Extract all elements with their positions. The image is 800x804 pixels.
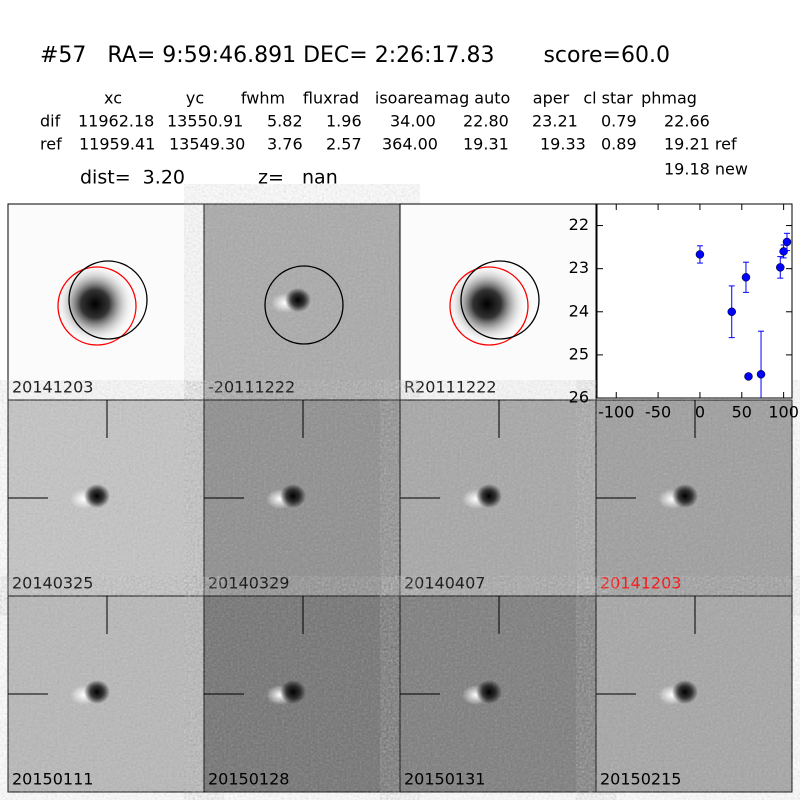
- y-tick-label: 22: [569, 215, 589, 234]
- panel-label: R20111222: [404, 378, 497, 397]
- cell: 22.80: [463, 112, 509, 131]
- black-circle: [264, 265, 344, 345]
- x-tick-label: -100: [598, 403, 634, 422]
- point: [695, 250, 705, 259]
- cell: 19.31: [463, 135, 509, 154]
- column-header: aper: [533, 89, 570, 108]
- black-circle: [460, 260, 540, 340]
- residual-negative: [285, 288, 311, 312]
- row-label: dif: [40, 112, 61, 131]
- point: [776, 263, 785, 272]
- cell: 19.21 ref: [664, 135, 737, 154]
- dist: dist= 3.20: [80, 167, 185, 189]
- residual-negative: [280, 484, 306, 508]
- panel-label: 20140407: [404, 574, 485, 593]
- residual-negative: [280, 680, 306, 704]
- point: [782, 237, 792, 247]
- residual-negative: [672, 680, 698, 704]
- cell: 11962.18: [78, 112, 154, 131]
- y-tick-label: 25: [569, 344, 589, 363]
- cell: 2.57: [326, 135, 362, 154]
- cell: 13550.91: [167, 112, 243, 131]
- panel-label: -20111222: [208, 378, 295, 397]
- point: [744, 372, 753, 381]
- cell: 13549.30: [169, 135, 245, 154]
- cell: 0.79: [601, 112, 637, 131]
- cell: 22.66: [664, 112, 710, 131]
- column-header: fluxrad: [303, 89, 359, 108]
- panel-label: 20141203: [12, 378, 93, 397]
- x-tick-label: -50: [645, 403, 671, 422]
- point: [756, 370, 766, 379]
- point: [779, 247, 788, 256]
- source: [55, 264, 135, 344]
- point: [741, 273, 751, 282]
- x-tick-label: 100: [768, 403, 799, 422]
- residual-negative: [672, 484, 698, 508]
- x-tick-label: 0: [695, 403, 705, 422]
- residual-negative: [84, 484, 110, 508]
- extra-value: 19.18 new: [664, 160, 748, 179]
- y-tick-label: 24: [569, 301, 589, 320]
- residual-negative: [476, 680, 502, 704]
- panel-label: 20140325: [12, 574, 93, 593]
- panel-label: 20140329: [208, 574, 289, 593]
- row-label: ref: [40, 135, 62, 154]
- panel-label: 20150131: [404, 770, 485, 789]
- cell: 19.33: [540, 135, 586, 154]
- source: [447, 264, 527, 344]
- cell: 364.00: [382, 135, 438, 154]
- red-circle: [57, 266, 137, 346]
- cell: 3.76: [267, 135, 303, 154]
- redshift: z= nan: [258, 167, 338, 189]
- x-tick-label: 50: [732, 403, 752, 422]
- panel-label: 20150215: [600, 770, 681, 789]
- y-tick-label: 26: [569, 388, 589, 407]
- residual-negative: [84, 680, 110, 704]
- black-circle: [68, 260, 148, 340]
- column-header: cl star: [583, 89, 633, 108]
- title: #57 RA= 9:59:46.891 DEC= 2:26:17.83 scor…: [40, 43, 670, 68]
- cell: 1.96: [326, 112, 362, 131]
- point: [727, 307, 736, 317]
- column-header: mag auto: [434, 89, 511, 108]
- column-header: phmag: [641, 89, 697, 108]
- red-circle: [449, 266, 529, 346]
- panel-label: 20150128: [208, 770, 289, 789]
- panel-label: 20150111: [12, 770, 93, 789]
- cell: 34.00: [390, 112, 436, 131]
- column-header: isoarea: [375, 89, 433, 108]
- y-tick-label: 23: [569, 258, 589, 277]
- column-header: fwhm: [241, 89, 285, 108]
- cell: 11959.41: [79, 135, 155, 154]
- residual-negative: [476, 484, 502, 508]
- column-header: xc: [104, 89, 122, 108]
- panel-label: 20141203: [600, 574, 681, 593]
- cell: 0.89: [601, 135, 637, 154]
- column-header: yc: [186, 89, 204, 108]
- cell: 5.82: [267, 112, 303, 131]
- cell: 23.21: [532, 112, 578, 131]
- plot-frame: [596, 203, 793, 399]
